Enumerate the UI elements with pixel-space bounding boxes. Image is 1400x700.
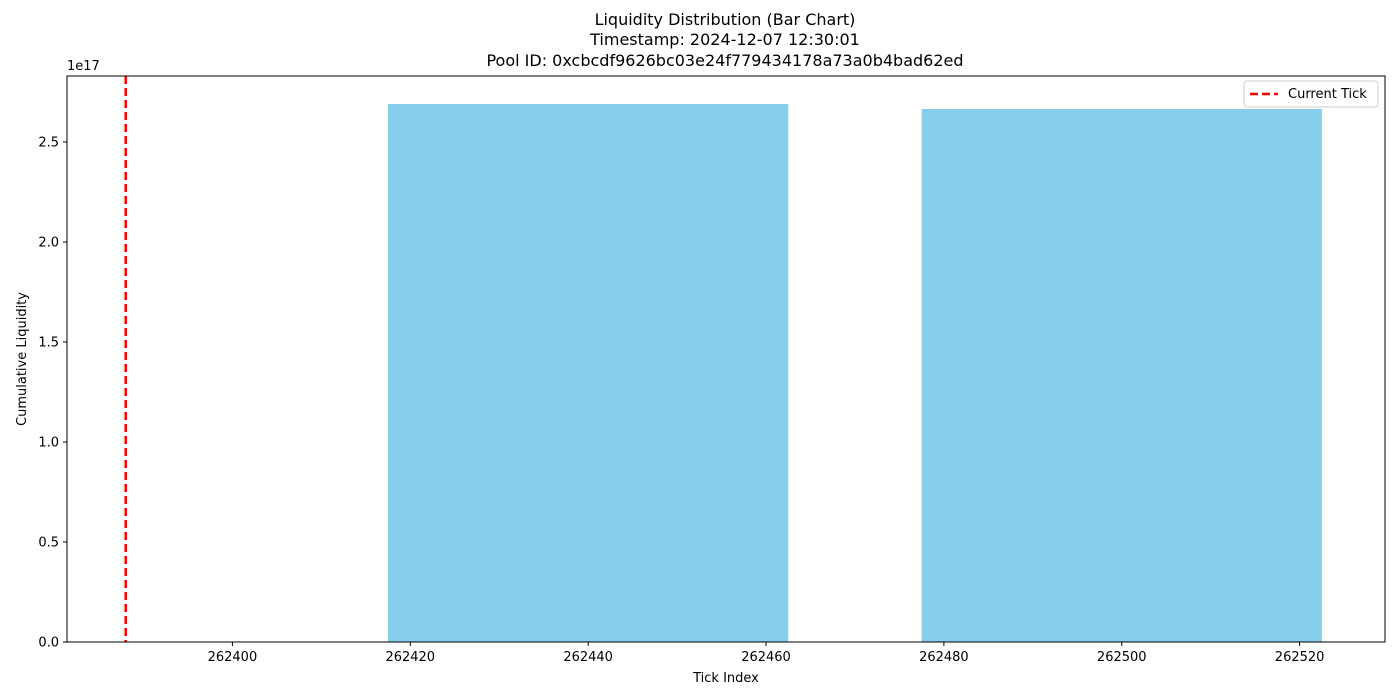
y-tick-label: 2.5 xyxy=(38,136,59,151)
chart-title-line-3: Pool ID: 0xcbcdf9626bc03e24f779434178a73… xyxy=(486,51,963,70)
bar-262440 xyxy=(388,104,789,642)
y-tick-label: 0.5 xyxy=(38,536,59,551)
y-tick-label: 2.0 xyxy=(38,236,59,251)
x-tick-label: 262500 xyxy=(1097,650,1147,665)
y-tick-label: 0.0 xyxy=(38,636,59,651)
x-tick-label: 262400 xyxy=(208,650,258,665)
x-tick-label: 262480 xyxy=(919,650,969,665)
x-tick-label: 262420 xyxy=(385,650,435,665)
y-tick-label: 1.0 xyxy=(38,436,59,451)
y-axis-ticks: 0.0 0.5 1.0 1.5 2.0 2.5 xyxy=(38,136,67,651)
bars-layer xyxy=(388,104,1322,642)
x-axis-label: Tick Index xyxy=(692,671,759,686)
x-axis-ticks: 262400 262420 262440 262460 262480 262500 2625… xyxy=(208,642,1325,665)
legend-label-current-tick: Current Tick xyxy=(1288,87,1367,102)
y-tick-label: 1.5 xyxy=(38,336,59,351)
plot-frame xyxy=(66,75,1386,643)
x-tick-label: 262520 xyxy=(1275,650,1325,665)
x-tick-label: 262440 xyxy=(563,650,613,665)
legend-box xyxy=(1243,80,1379,108)
x-tick-label: 262460 xyxy=(741,650,791,665)
chart-title-line-2: Timestamp: 2024-12-07 12:30:01 xyxy=(589,30,860,49)
bar-262500 xyxy=(921,109,1322,642)
chart-title-line-1: Liquidity Distribution (Bar Chart) xyxy=(595,10,856,29)
legend: Current Tick xyxy=(1243,80,1379,108)
y-offset-label: 1e17 xyxy=(67,59,100,74)
y-axis-label: Cumulative Liquidity xyxy=(15,292,30,426)
